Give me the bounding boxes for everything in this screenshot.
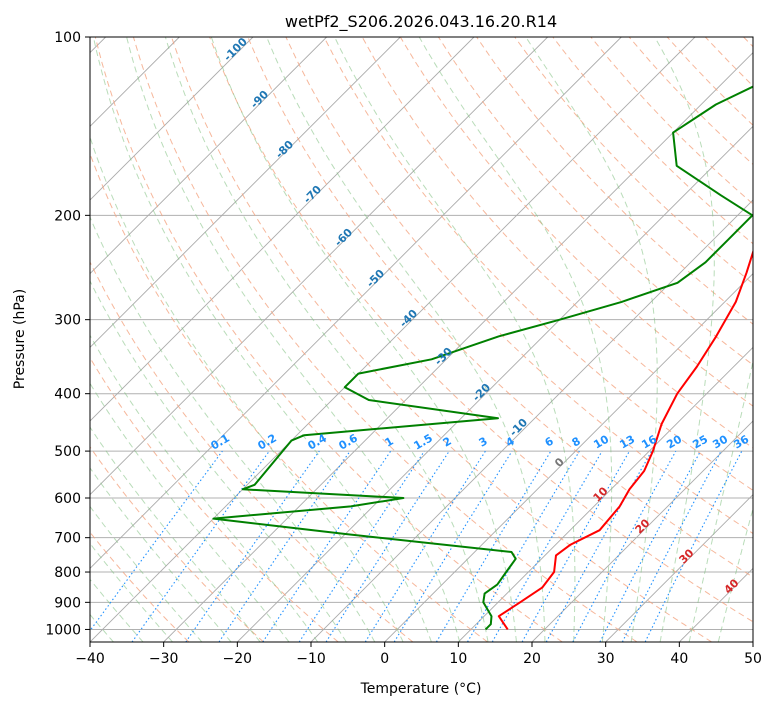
x-axis-label: Temperature (°C) (360, 681, 482, 697)
isotherm-line (605, 494, 753, 642)
isotherm-line (531, 420, 753, 642)
dry-adiabat-line (285, 37, 753, 535)
moist-adiabat-line (90, 334, 319, 642)
mixing-ratio-line (90, 450, 223, 632)
isotherm-line (90, 37, 401, 348)
y-tick-label: 500 (54, 444, 81, 460)
x-tick-label: 20 (523, 651, 541, 667)
moist-adiabat-line (654, 37, 715, 642)
x-tick-label: 50 (744, 651, 762, 667)
chart-title: wetPf2_S206.2026.043.16.20.R14 (285, 12, 557, 32)
moist-adiabat-lines (90, 37, 753, 642)
y-tick-label: 700 (54, 531, 81, 547)
moist-adiabat-line (90, 505, 203, 642)
y-axis-label: Pressure (hPa) (12, 289, 28, 389)
moist-adiabat-line (164, 37, 489, 642)
moist-adiabat-line (90, 382, 290, 642)
mixing-ratio-line (131, 450, 270, 642)
moist-adiabat-line (126, 37, 461, 642)
dry-adiabat-line (476, 37, 753, 325)
moist-adiabat-line (90, 542, 173, 642)
isotherm-line (384, 273, 753, 642)
isobar-grid (90, 37, 753, 630)
moist-adiabat-line (210, 37, 517, 642)
dry-adiabat-line (247, 37, 753, 578)
x-tick-label: 0 (380, 651, 389, 667)
moist-adiabat-line (688, 358, 753, 642)
y-tick-label: 400 (54, 387, 81, 403)
isotherm-line (90, 37, 327, 275)
plot-frame (89, 36, 754, 643)
x-tick-label: 30 (597, 651, 615, 667)
moist-adiabat-line (90, 578, 144, 642)
y-tick-label: 800 (54, 565, 81, 581)
isotherm-line (90, 37, 548, 496)
series-line-1 (497, 250, 753, 630)
x-axis: −40 −30 −20 −10 0 10 20 30 40 50 (75, 642, 762, 667)
mixing-ratio-line (298, 450, 425, 642)
isotherm-line (237, 125, 753, 642)
y-tick-label: 200 (54, 208, 81, 224)
y-tick-label: 900 (54, 595, 81, 611)
mixing-ratio-line (572, 450, 677, 642)
moist-adiabat-line (717, 506, 753, 642)
x-tick-label: −20 (223, 651, 253, 667)
mixing-ratio-line (393, 450, 513, 642)
dry-adiabat-line (209, 37, 753, 623)
dry-adiabat-line (94, 37, 563, 642)
moist-adiabat-line (266, 37, 546, 642)
mixing-ratio-lines (90, 450, 743, 642)
mixing-ratio-line (325, 450, 450, 642)
moist-adiabat-line (90, 215, 376, 642)
y-tick-label: 1000 (45, 622, 81, 638)
mixing-ratio-line (218, 450, 351, 642)
dry-adiabat-line (323, 37, 753, 491)
moist-adiabat-line (525, 37, 658, 642)
y-tick-label: 600 (54, 491, 81, 507)
isotherm-line (90, 37, 696, 642)
moist-adiabat-line (90, 135, 404, 642)
y-axis: 100 200 300 400 500 600 700 800 900 1000 (45, 30, 90, 638)
series-line-2 (212, 85, 753, 631)
isotherm-line (458, 346, 753, 642)
moist-adiabat-line (90, 467, 232, 642)
mixing-ratio-line (262, 450, 392, 642)
x-tick-label: 10 (449, 651, 467, 667)
dry-adiabat-line (514, 37, 753, 285)
isotherm-line (90, 37, 254, 201)
x-tick-label: −10 (296, 651, 326, 667)
moist-adiabat-line (418, 37, 613, 642)
mixing-ratio-line (185, 450, 320, 642)
y-tick-label: 100 (54, 30, 81, 46)
mixing-ratio-line (644, 450, 743, 642)
sounding-profiles (212, 85, 753, 631)
mixing-ratio-line (521, 450, 630, 642)
dry-adiabat-line (90, 356, 339, 642)
moist-adiabat-line (334, 37, 576, 642)
y-tick-label: 300 (54, 313, 81, 329)
moist-adiabat-line (92, 37, 432, 642)
x-tick-label: −40 (75, 651, 105, 667)
skewed-isotherm-grid (90, 37, 753, 642)
x-tick-label: 40 (670, 651, 688, 667)
x-tick-label: −30 (149, 651, 179, 667)
dry-adiabat-line (90, 260, 414, 642)
dry-adiabat-lines (90, 37, 753, 642)
dry-adiabat-line (90, 446, 264, 642)
isotherm-line (90, 37, 475, 422)
isotherm-line (163, 52, 753, 642)
moist-adiabat-line (90, 426, 261, 642)
dry-adiabat-line (171, 37, 712, 642)
